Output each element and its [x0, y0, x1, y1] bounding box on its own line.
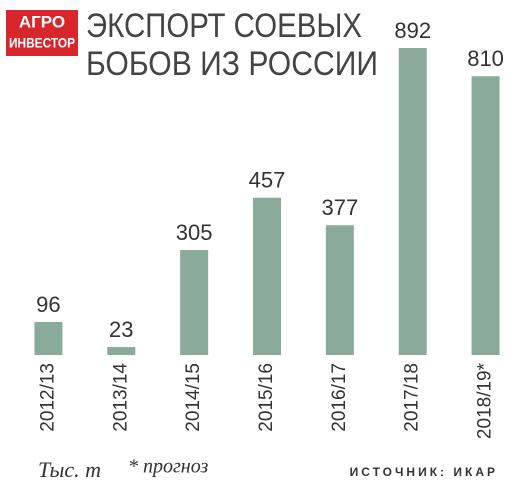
- bar: [471, 76, 500, 355]
- bar: [398, 48, 427, 355]
- bar: [180, 250, 209, 355]
- bar: [107, 347, 136, 355]
- source-label: ИСТОЧНИК: ИКАР: [350, 465, 498, 479]
- x-tick-label: 2015/16: [256, 363, 277, 432]
- chart-title: БОБОВ ИЗ РОССИИ: [86, 45, 378, 83]
- value-label: 305: [176, 220, 213, 245]
- value-label: 377: [321, 195, 358, 220]
- value-label: 892: [394, 18, 431, 43]
- bar: [253, 197, 281, 355]
- bar: [325, 225, 354, 355]
- unit-label: Тыс. т: [38, 457, 101, 482]
- bar: [34, 321, 63, 355]
- logo-text: АГРО: [19, 12, 65, 31]
- value-label: 457: [249, 168, 286, 193]
- note-label: * прогноз: [128, 456, 208, 478]
- x-tick-label: 2018/19*: [475, 362, 496, 439]
- value-label: 96: [36, 292, 60, 317]
- x-tick-label: 2016/17: [329, 363, 350, 432]
- logo-text: ИНВЕСТОР: [9, 35, 75, 51]
- x-tick-label: 2014/15: [183, 363, 204, 432]
- x-tick-label: 2013/14: [110, 363, 131, 432]
- x-tick-label: 2017/18: [402, 363, 423, 432]
- value-label: 23: [109, 317, 133, 342]
- logo-box: [6, 10, 78, 56]
- value-label: 810: [467, 46, 504, 71]
- x-tick-label: 2012/13: [37, 363, 58, 432]
- chart-title: ЭКСПОРТ СОЕВЫХ: [86, 7, 362, 45]
